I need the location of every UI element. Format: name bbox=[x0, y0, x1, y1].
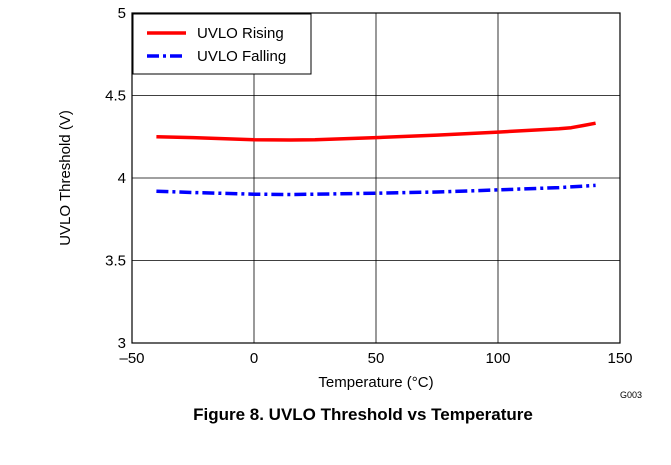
y-tick-label: 4 bbox=[118, 170, 126, 187]
y-tick-label: 3.5 bbox=[105, 253, 126, 270]
x-tick-label: –50 bbox=[119, 350, 144, 367]
legend-label-uvlo-falling: UVLO Falling bbox=[197, 48, 286, 65]
x-tick-labels: –50 0 50 100 150 bbox=[119, 350, 632, 367]
legend-label-uvlo-rising: UVLO Rising bbox=[197, 25, 284, 42]
x-tick-label: 100 bbox=[485, 350, 510, 367]
series-lines bbox=[156, 121, 596, 197]
y-tick-labels: 3 3.5 4 4.5 5 bbox=[105, 5, 126, 352]
legend: UVLO Rising UVLO Falling bbox=[132, 13, 312, 75]
x-tick-label: 150 bbox=[607, 350, 632, 367]
figure-id: G003 bbox=[620, 390, 642, 400]
y-tick-label: 5 bbox=[118, 5, 126, 22]
y-tick-label: 3 bbox=[118, 335, 126, 352]
x-axis-label: Temperature (°C) bbox=[318, 374, 433, 391]
x-tick-label: 50 bbox=[368, 350, 385, 367]
legend-box bbox=[132, 13, 312, 75]
series-line-uvlo-falling bbox=[156, 183, 596, 197]
y-tick-label: 4.5 bbox=[105, 88, 126, 105]
figure-caption: Figure 8. UVLO Threshold vs Temperature bbox=[193, 405, 533, 424]
series-line-uvlo-rising bbox=[156, 121, 596, 142]
y-axis-label: UVLO Threshold (V) bbox=[57, 110, 74, 246]
x-tick-label: 0 bbox=[250, 350, 258, 367]
